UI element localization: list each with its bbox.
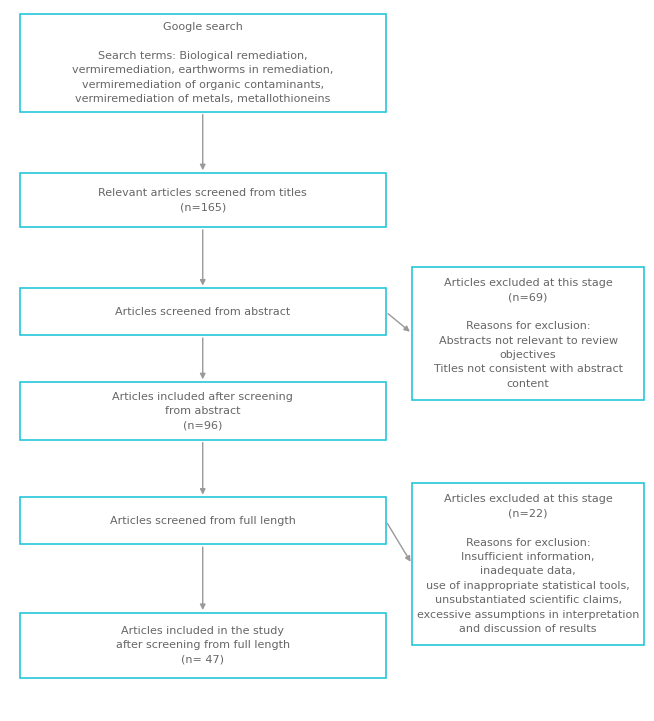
Text: Articles included after screening
from abstract
(n=96): Articles included after screening from a… — [112, 392, 293, 430]
Text: Articles screened from full length: Articles screened from full length — [110, 516, 296, 526]
FancyBboxPatch shape — [412, 483, 644, 645]
Text: Articles included in the study
after screening from full length
(n= 47): Articles included in the study after scr… — [116, 626, 290, 665]
Text: Articles excluded at this stage
(n=69)

Reasons for exclusion:
Abstracts not rel: Articles excluded at this stage (n=69) R… — [434, 278, 623, 389]
FancyBboxPatch shape — [412, 267, 644, 400]
Text: Articles excluded at this stage
(n=22)

Reasons for exclusion:
Insufficient info: Articles excluded at this stage (n=22) R… — [417, 495, 640, 634]
FancyBboxPatch shape — [20, 497, 386, 544]
FancyBboxPatch shape — [20, 613, 386, 678]
FancyBboxPatch shape — [20, 14, 386, 112]
Text: Articles screened from abstract: Articles screened from abstract — [115, 307, 290, 317]
FancyBboxPatch shape — [20, 173, 386, 227]
Text: Relevant articles screened from titles
(n=165): Relevant articles screened from titles (… — [98, 188, 307, 212]
Text: Google search

Search terms: Biological remediation,
vermiremediation, earthworm: Google search Search terms: Biological r… — [72, 22, 334, 104]
FancyBboxPatch shape — [20, 382, 386, 440]
FancyBboxPatch shape — [20, 288, 386, 335]
